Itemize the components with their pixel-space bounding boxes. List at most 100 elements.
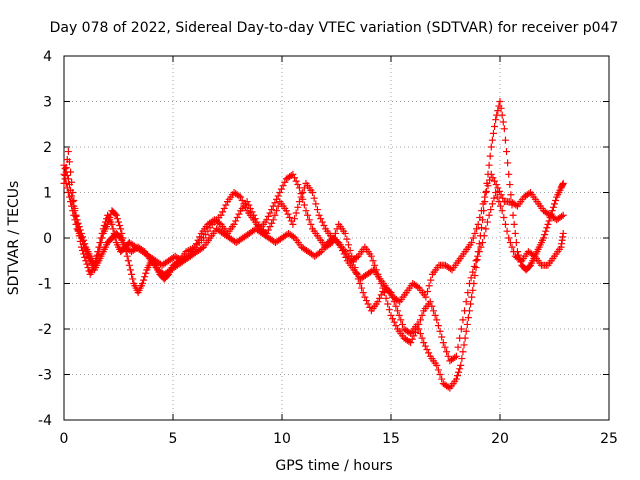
data-point (109, 225, 117, 233)
data-point (479, 200, 487, 208)
data-point (421, 342, 429, 350)
data-point (464, 289, 472, 297)
data-marks (60, 98, 567, 392)
data-point (248, 208, 256, 216)
data-point (371, 261, 379, 269)
data-point (509, 211, 517, 219)
data-point (436, 371, 444, 378)
data-point (460, 341, 468, 349)
data-point (418, 334, 426, 342)
data-point (492, 181, 500, 189)
data-point (427, 276, 435, 284)
data-point (292, 209, 300, 217)
data-point (271, 199, 279, 207)
data-point (408, 335, 416, 343)
data-point (274, 192, 282, 200)
data-point (477, 243, 485, 251)
data-point (67, 168, 75, 176)
data-point (529, 251, 537, 259)
data-point (493, 193, 501, 201)
data-point (497, 191, 505, 199)
data-point (498, 111, 506, 119)
data-point (457, 361, 465, 369)
data-point (123, 252, 131, 260)
data-point (291, 215, 299, 223)
data-point (441, 343, 449, 351)
data-point (243, 198, 251, 206)
data-point (483, 218, 491, 226)
data-point (337, 243, 345, 251)
data-point (108, 220, 116, 228)
data-point (139, 247, 147, 255)
data-point (492, 116, 500, 124)
data-point (489, 129, 497, 137)
data-point (389, 315, 397, 323)
data-point (512, 239, 520, 247)
data-point (294, 181, 302, 189)
data-point (487, 143, 495, 151)
data-point (63, 184, 71, 192)
data-point (198, 244, 206, 252)
data-point (414, 283, 422, 291)
data-point (494, 184, 502, 192)
data-point (512, 201, 520, 209)
data-point (96, 239, 104, 247)
chart-title: Day 078 of 2022, Sidereal Day-to-day VTE… (50, 20, 619, 36)
data-point (217, 211, 225, 219)
data-point (456, 365, 464, 373)
data-point (452, 375, 460, 383)
data-point (307, 220, 315, 228)
data-point (382, 294, 390, 302)
data-point (368, 267, 376, 275)
data-point (273, 207, 281, 215)
data-point (496, 98, 504, 105)
data-point (422, 293, 430, 301)
data-point (316, 249, 324, 257)
data-point (476, 214, 484, 222)
y-axis-label: SDTVAR / TECUs (6, 181, 22, 296)
data-point (245, 201, 253, 209)
data-point (338, 247, 346, 255)
data-point (62, 163, 70, 171)
data-point (506, 181, 514, 189)
data-point (487, 170, 495, 178)
data-point (124, 257, 132, 265)
data-point (482, 187, 490, 195)
data-point (111, 210, 119, 218)
data-point (353, 253, 361, 261)
data-point (552, 196, 560, 204)
data-point (498, 207, 506, 215)
data-point (83, 260, 91, 268)
data-point (418, 311, 426, 319)
data-point (415, 320, 423, 328)
data-point (469, 268, 477, 276)
data-point (425, 349, 433, 357)
data-point (294, 203, 302, 211)
data-point (544, 220, 552, 228)
data-point (434, 322, 442, 330)
data-point (457, 325, 465, 333)
data-point (551, 200, 558, 208)
data-point (341, 229, 349, 237)
data-point (501, 136, 509, 144)
data-point (439, 339, 447, 347)
data-point (516, 256, 524, 264)
data-point (374, 298, 382, 306)
data-point (505, 234, 513, 242)
x-tick-label: 5 (169, 431, 178, 447)
data-point (289, 170, 297, 178)
data-point (71, 216, 79, 224)
data-point (434, 366, 442, 374)
data-point (309, 189, 317, 196)
data-point (369, 257, 377, 265)
data-point (398, 320, 406, 328)
data-point (346, 247, 354, 255)
data-point (488, 136, 496, 144)
data-point (489, 174, 497, 182)
x-tick-label: 20 (491, 431, 509, 447)
data-point (497, 104, 505, 112)
data-point (81, 244, 89, 252)
data-point (68, 178, 76, 186)
x-tick-label: 0 (60, 431, 69, 447)
